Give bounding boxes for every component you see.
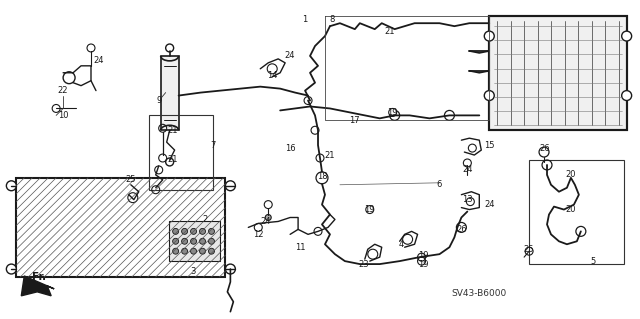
Text: 26: 26 <box>540 144 550 152</box>
Bar <box>489 16 627 130</box>
Circle shape <box>209 248 214 254</box>
Text: 19: 19 <box>419 260 429 269</box>
Text: 19: 19 <box>365 205 375 214</box>
Circle shape <box>390 110 399 120</box>
Circle shape <box>182 228 188 234</box>
Circle shape <box>444 110 454 120</box>
Text: 21: 21 <box>324 151 335 160</box>
Text: 19: 19 <box>419 251 429 260</box>
Text: 6: 6 <box>436 180 442 189</box>
Text: 25: 25 <box>524 245 534 254</box>
Text: 25: 25 <box>125 175 136 184</box>
Circle shape <box>182 238 188 244</box>
Circle shape <box>173 228 179 234</box>
Text: 2: 2 <box>203 215 208 224</box>
Text: 16: 16 <box>285 144 296 152</box>
Circle shape <box>316 154 324 162</box>
Circle shape <box>417 253 426 261</box>
Bar <box>161 56 179 130</box>
Polygon shape <box>21 276 54 296</box>
Circle shape <box>484 91 494 100</box>
Bar <box>169 221 220 261</box>
Text: Fr.: Fr. <box>32 272 46 282</box>
Text: 1: 1 <box>303 15 308 24</box>
Circle shape <box>63 72 75 84</box>
Text: 10: 10 <box>58 111 68 120</box>
Circle shape <box>484 31 494 41</box>
Circle shape <box>209 238 214 244</box>
Circle shape <box>225 181 236 191</box>
Text: 5: 5 <box>590 256 595 266</box>
Circle shape <box>304 97 312 105</box>
Text: SV43-B6000: SV43-B6000 <box>452 289 507 298</box>
Text: 3: 3 <box>190 266 195 276</box>
Circle shape <box>6 264 17 274</box>
Circle shape <box>388 108 397 116</box>
Circle shape <box>200 248 205 254</box>
Text: 23: 23 <box>358 260 369 269</box>
Text: 9: 9 <box>156 96 161 105</box>
Bar <box>529 160 623 264</box>
Text: 24: 24 <box>484 200 495 209</box>
Text: 13: 13 <box>462 195 473 204</box>
Text: 11: 11 <box>295 243 305 252</box>
Circle shape <box>621 91 632 100</box>
Circle shape <box>173 238 179 244</box>
Circle shape <box>173 248 179 254</box>
Text: 22: 22 <box>58 86 68 95</box>
Circle shape <box>191 228 196 234</box>
Circle shape <box>182 248 188 254</box>
Circle shape <box>200 228 205 234</box>
Text: 24: 24 <box>462 166 472 174</box>
Text: 24: 24 <box>260 217 271 226</box>
Text: 19: 19 <box>387 108 398 117</box>
Circle shape <box>225 264 236 274</box>
Text: 20: 20 <box>566 205 576 214</box>
Bar <box>17 178 225 277</box>
Circle shape <box>200 238 205 244</box>
Circle shape <box>209 228 214 234</box>
Circle shape <box>191 238 196 244</box>
Text: 8: 8 <box>329 15 335 24</box>
Bar <box>148 115 214 190</box>
Text: 7: 7 <box>211 141 216 150</box>
Text: 20: 20 <box>566 170 576 179</box>
Text: 21: 21 <box>385 26 395 36</box>
Circle shape <box>621 31 632 41</box>
Text: 4: 4 <box>399 240 404 249</box>
Text: 26: 26 <box>456 225 467 234</box>
Text: 24: 24 <box>93 56 104 65</box>
Circle shape <box>191 248 196 254</box>
Circle shape <box>311 126 319 134</box>
Text: 18: 18 <box>317 172 327 181</box>
Text: 24: 24 <box>285 51 296 60</box>
Text: 15: 15 <box>484 141 495 150</box>
Circle shape <box>6 181 17 191</box>
Circle shape <box>265 214 271 220</box>
Text: 12: 12 <box>253 230 264 239</box>
Bar <box>489 16 627 130</box>
Text: 17: 17 <box>349 116 360 125</box>
Text: 14: 14 <box>267 71 278 80</box>
Text: 21: 21 <box>168 126 178 135</box>
Text: 21: 21 <box>168 155 178 165</box>
Circle shape <box>366 205 374 213</box>
